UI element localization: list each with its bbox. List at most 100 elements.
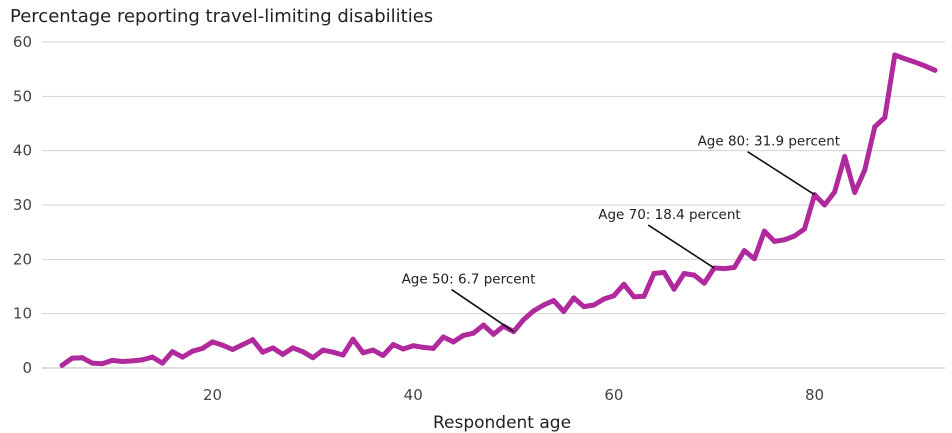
y-tick-label: 60 (13, 33, 32, 51)
data-point (701, 280, 707, 286)
data-point (651, 270, 657, 276)
data-point (601, 296, 607, 302)
chart-title: Percentage reporting travel-limiting dis… (10, 6, 433, 27)
data-point (310, 355, 316, 361)
data-point (792, 233, 797, 239)
x-tick-label: 80 (805, 386, 824, 404)
y-axis-ticks: 0 10 20 30 40 50 60 (13, 33, 32, 377)
data-point (902, 56, 908, 62)
data-point (731, 264, 737, 270)
data-point (460, 332, 466, 338)
y-tick-label: 40 (13, 142, 32, 160)
data-point (200, 345, 206, 351)
data-points (59, 52, 938, 368)
data-point (621, 281, 627, 287)
x-axis-label: Respondent age (433, 413, 571, 433)
data-point (802, 226, 808, 232)
annotation-label: Age 50: 6.7 percent (402, 272, 536, 288)
data-point (661, 269, 667, 275)
x-tick-label: 60 (604, 386, 623, 404)
annotation-label: Age 80: 31.9 percent (698, 134, 840, 150)
data-point (571, 295, 577, 301)
data-point (611, 293, 617, 299)
data-point (129, 358, 135, 364)
data-point (852, 190, 858, 196)
data-point (912, 59, 918, 65)
data-point (932, 67, 938, 73)
y-tick-label: 10 (13, 305, 32, 323)
data-point (872, 124, 878, 130)
data-point (892, 52, 898, 58)
data-point (79, 355, 85, 361)
x-tick-label: 40 (404, 386, 423, 404)
data-point (822, 202, 828, 208)
data-point (832, 189, 838, 195)
data-point (521, 317, 527, 323)
data-point (220, 342, 226, 348)
data-point (721, 266, 727, 272)
data-point (430, 345, 436, 351)
data-point (179, 354, 185, 360)
data-point (250, 337, 256, 343)
data-point (531, 308, 537, 314)
data-point (671, 286, 677, 292)
data-point (480, 322, 486, 328)
data-point (470, 330, 476, 336)
annotation-leader-line (647, 224, 715, 269)
data-point (149, 354, 155, 360)
data-point (390, 342, 396, 348)
data-point (190, 348, 195, 354)
data-point (360, 350, 366, 356)
x-tick-label: 20 (203, 386, 222, 404)
data-point (300, 349, 306, 355)
y-tick-label: 30 (13, 196, 32, 214)
data-point (320, 347, 326, 353)
data-point (420, 344, 426, 350)
data-point (882, 115, 888, 121)
data-point (400, 346, 406, 352)
annotation-leader-line (747, 151, 815, 196)
y-tick-label: 0 (22, 359, 32, 377)
data-point (119, 358, 125, 364)
series-line (59, 52, 938, 368)
data-point (59, 362, 65, 368)
data-point (139, 357, 145, 363)
data-point (159, 360, 165, 366)
data-point (69, 355, 75, 361)
data-point (89, 360, 95, 366)
data-point (380, 353, 386, 359)
data-point (581, 304, 587, 310)
data-point (591, 302, 597, 308)
annotation-leader-line (451, 288, 515, 333)
data-point (350, 336, 356, 342)
data-point (741, 248, 747, 254)
data-point (260, 349, 266, 355)
data-point (681, 270, 687, 276)
data-point (290, 345, 296, 351)
data-point (551, 298, 557, 304)
data-point (541, 302, 547, 308)
data-point (761, 228, 767, 234)
y-tick-label: 20 (13, 250, 32, 268)
data-point (440, 334, 446, 340)
gridlines (42, 41, 945, 369)
data-point (370, 347, 376, 353)
data-point (340, 352, 346, 358)
data-point (109, 357, 115, 363)
data-point (99, 361, 105, 367)
data-point (230, 347, 236, 353)
data-point (691, 272, 697, 278)
data-point (270, 345, 276, 351)
data-point (491, 331, 496, 337)
data-point (280, 351, 286, 357)
data-point (842, 154, 848, 160)
data-point (641, 293, 647, 299)
data-point (410, 343, 416, 349)
data-point (240, 342, 246, 348)
data-point (169, 349, 175, 355)
data-point (771, 238, 777, 244)
data-point (450, 339, 456, 345)
data-point (862, 167, 868, 173)
data-point (210, 339, 216, 345)
